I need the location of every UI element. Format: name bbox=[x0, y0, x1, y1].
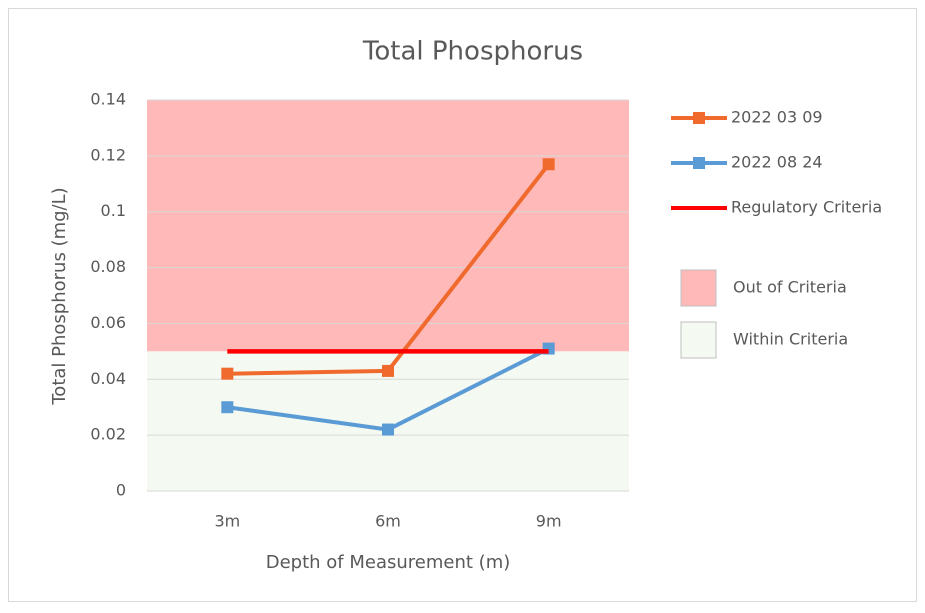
legend-label: Regulatory Criteria bbox=[731, 198, 882, 217]
series-marker bbox=[382, 364, 394, 377]
series-marker bbox=[221, 401, 234, 414]
legend-swatch bbox=[680, 321, 717, 359]
legend-label: Within Criteria bbox=[733, 330, 848, 349]
x-tick-label: 9m bbox=[536, 512, 562, 531]
series-marker bbox=[382, 423, 394, 436]
y-tick-label: 0.12 bbox=[90, 145, 126, 164]
legend-swatch bbox=[680, 269, 717, 307]
legend-marker bbox=[693, 112, 705, 124]
x-tick-label: 3m bbox=[214, 512, 240, 531]
legend-label: Out of Criteria bbox=[733, 278, 847, 297]
y-tick-label: 0.14 bbox=[90, 90, 126, 109]
chart-title: Total Phosphorus bbox=[362, 37, 583, 67]
y-tick-label: 0.1 bbox=[101, 201, 126, 220]
legend-label: 2022 03 09 bbox=[731, 108, 823, 127]
y-tick-label: 0.02 bbox=[90, 425, 126, 444]
legend-marker bbox=[693, 157, 705, 169]
y-axis-label: Total Phosphorus (mg/L) bbox=[49, 187, 70, 405]
criteria-band bbox=[147, 100, 629, 352]
x-axis-label: Depth of Measurement (m) bbox=[266, 552, 511, 573]
legend-label: 2022 08 24 bbox=[731, 153, 823, 172]
y-tick-label: 0 bbox=[116, 481, 126, 500]
y-tick-label: 0.04 bbox=[90, 369, 126, 388]
series-marker bbox=[542, 158, 555, 171]
y-tick-label: 0.06 bbox=[90, 313, 126, 332]
x-tick-label: 6m bbox=[375, 512, 401, 531]
y-tick-label: 0.08 bbox=[90, 257, 126, 276]
series-marker bbox=[221, 367, 234, 380]
